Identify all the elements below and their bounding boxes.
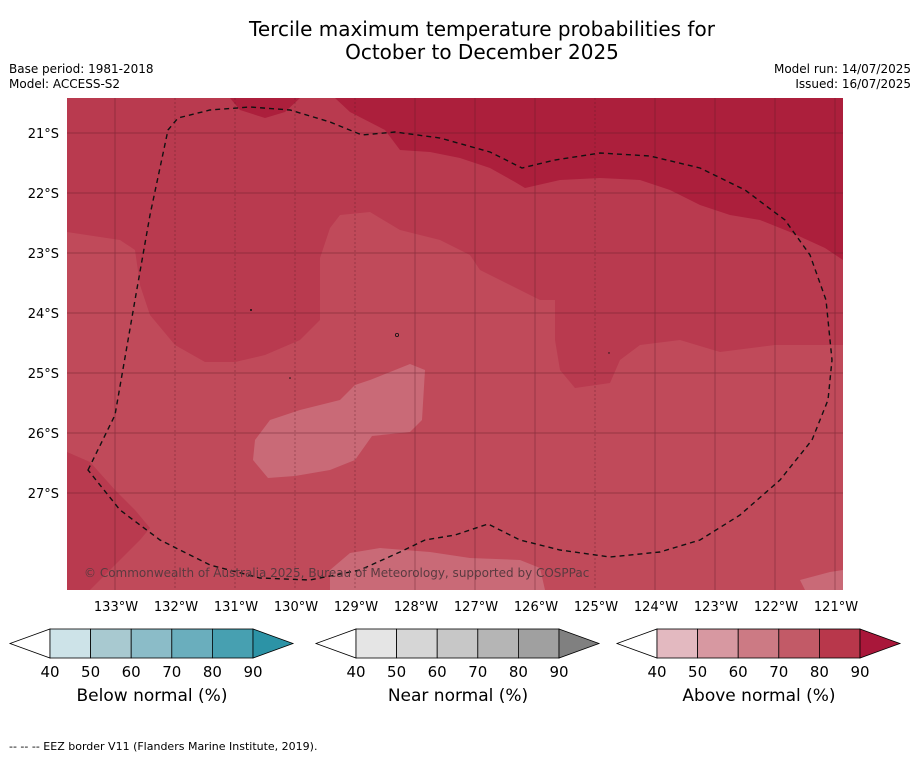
lon-label: 127°W (454, 600, 498, 615)
probability-field: © Commonwealth of Australia 2025, Bureau… (67, 98, 843, 590)
colorbar-tick-label: 80 (203, 663, 222, 681)
colorbar-segment (737, 628, 780, 659)
lon-labels: 133°W 132°W 131°W 130°W 129°W 128°W 127°… (94, 600, 858, 615)
colorbar-segment (49, 628, 91, 659)
colorbar: 40 50 60 70 80 90 (615, 628, 902, 681)
grid-lines (67, 98, 843, 590)
colorbar-tick-label: 40 (40, 663, 59, 681)
island-marker (394, 332, 399, 337)
lon-label: 126°W (514, 600, 558, 615)
colorbar-tick-label: 70 (162, 663, 181, 681)
colorbar-extend-low (8, 628, 51, 659)
region-60-70 (253, 364, 425, 478)
lon-label: 130°W (274, 600, 318, 615)
colorbar-segment (697, 628, 739, 659)
lon-label: 122°W (754, 600, 798, 615)
lon-label: 131°W (214, 600, 258, 615)
base-period: Base period: 1981-2018 (9, 62, 154, 76)
lon-label: 128°W (394, 600, 438, 615)
colorbar-tick-label: 50 (81, 663, 100, 681)
colorbar: 40 50 60 70 80 90 (314, 628, 601, 681)
colorbar-segment (171, 628, 213, 659)
colorbar-extend-high (558, 628, 601, 659)
lat-label: 27°S (28, 487, 59, 502)
region-80-90-left (67, 452, 150, 590)
colorbar-tick-label: 70 (468, 663, 487, 681)
footnote: -- -- -- EEZ border V11 (Flanders Marine… (9, 740, 318, 753)
copyright-text: © Commonwealth of Australia 2025, Bureau… (84, 566, 589, 580)
region-60-70-bottom (330, 548, 545, 590)
colorbar-segment (518, 628, 560, 659)
colorbar-tick-label: 70 (769, 663, 788, 681)
lat-label: 25°S (28, 367, 59, 382)
colorbar-segment (130, 628, 173, 659)
issued-date: Issued: 16/07/2025 (795, 77, 911, 91)
region-60-70-right (800, 570, 843, 590)
model-run: Model run: 14/07/2025 (773, 62, 911, 76)
lon-label: 121°W (814, 600, 858, 615)
lat-labels: 21°S 22°S 23°S 24°S 25°S 26°S 27°S (28, 127, 59, 502)
colorbar-tick-label: 90 (549, 663, 568, 681)
colorbar-tick-label: 90 (850, 663, 869, 681)
colorbar-segment (436, 628, 479, 659)
region-90-plus (230, 98, 843, 260)
island-marker (289, 377, 291, 379)
lat-label: 21°S (28, 127, 59, 142)
colorbar-tick-label: 60 (729, 663, 748, 681)
colorbar-tick-label: 60 (428, 663, 447, 681)
lon-label: 132°W (154, 600, 198, 615)
colorbar-segment (778, 628, 820, 659)
colorbar-segment (90, 628, 132, 659)
colorbar-tick-label: 50 (688, 663, 707, 681)
colorbars: 40 50 60 70 80 90 40 50 60 70 80 90 40 50 60 70 80 90 (8, 628, 902, 681)
colorbar-tick-label: 80 (810, 663, 829, 681)
colorbar-label-below: Below normal (%) (76, 686, 228, 706)
colorbar-tick-label: 90 (243, 663, 262, 681)
lon-label: 129°W (334, 600, 378, 615)
colorbar-tick-label: 40 (647, 663, 666, 681)
title-line-1: Tercile maximum temperature probabilitie… (249, 17, 715, 41)
colorbar-segment (396, 628, 438, 659)
colorbar-segment (656, 628, 698, 659)
colorbar-segment (211, 628, 254, 659)
lat-label: 26°S (28, 427, 59, 442)
lat-label: 24°S (28, 307, 59, 322)
colorbar-extend-high (252, 628, 295, 659)
title-line-2: October to December 2025 (345, 40, 619, 64)
colorbar-segment (355, 628, 397, 659)
colorbar-extend-high (859, 628, 902, 659)
colorbar-label-above: Above normal (%) (682, 686, 836, 706)
model-name: Model: ACCESS-S2 (9, 77, 121, 91)
colorbar-extend-low (615, 628, 658, 659)
lat-label: 23°S (28, 247, 59, 262)
colorbar-tick-label: 40 (346, 663, 365, 681)
lon-label: 123°W (694, 600, 738, 615)
colorbar-tick-label: 50 (387, 663, 406, 681)
island-marker (608, 352, 610, 354)
lon-label: 125°W (574, 600, 618, 615)
colorbar-tick-label: 80 (509, 663, 528, 681)
lon-label: 124°W (634, 600, 678, 615)
colorbar-tick-label: 60 (122, 663, 141, 681)
colorbar-segment (819, 628, 861, 659)
island-marker (250, 309, 252, 311)
colorbar-label-near: Near normal (%) (387, 686, 529, 706)
lon-label: 133°W (94, 600, 138, 615)
colorbar-segment (477, 628, 519, 659)
lat-label: 22°S (28, 187, 59, 202)
colorbar: 40 50 60 70 80 90 (8, 628, 295, 681)
colorbar-extend-low (314, 628, 357, 659)
